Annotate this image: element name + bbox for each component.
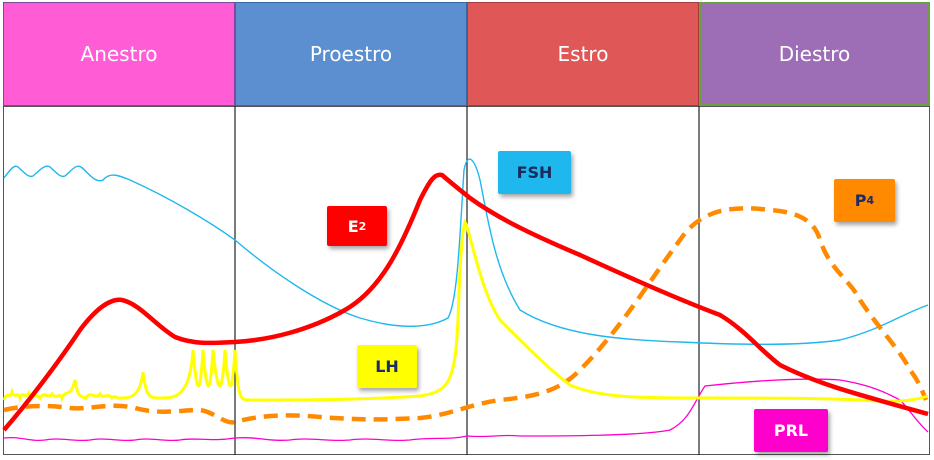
fsh-label-text: FSH bbox=[516, 163, 553, 182]
phase-estro: Estro bbox=[467, 2, 699, 106]
lh-curve bbox=[2, 218, 929, 404]
p4-curve bbox=[3, 206, 929, 425]
phase-diestro: Diestro bbox=[699, 2, 930, 106]
fsh-label: FSH bbox=[498, 151, 571, 194]
lh-label: LH bbox=[357, 345, 417, 388]
p4-label-sub: 4 bbox=[866, 194, 875, 207]
phase-proestro: Proestro bbox=[235, 2, 467, 106]
lh-label-text: LH bbox=[375, 357, 399, 376]
e2-label-text: E bbox=[347, 216, 359, 236]
phase-bar: Anestro Proestro Estro Diestro bbox=[3, 2, 930, 106]
prl-label: PRL bbox=[754, 409, 828, 452]
phase-label: Diestro bbox=[778, 42, 851, 66]
phase-label: Estro bbox=[557, 42, 609, 66]
prl-curve bbox=[3, 378, 929, 442]
phase-anestro: Anestro bbox=[3, 2, 235, 106]
fsh-curve bbox=[3, 158, 929, 346]
prl-label-text: PRL bbox=[773, 421, 809, 440]
phase-dividers bbox=[234, 106, 700, 455]
phase-label: Proestro bbox=[309, 42, 393, 66]
p4-label-text: P bbox=[854, 191, 867, 210]
e2-curve bbox=[2, 172, 929, 432]
phase-label: Anestro bbox=[80, 42, 158, 66]
e2-label-sub: 2 bbox=[358, 219, 367, 233]
